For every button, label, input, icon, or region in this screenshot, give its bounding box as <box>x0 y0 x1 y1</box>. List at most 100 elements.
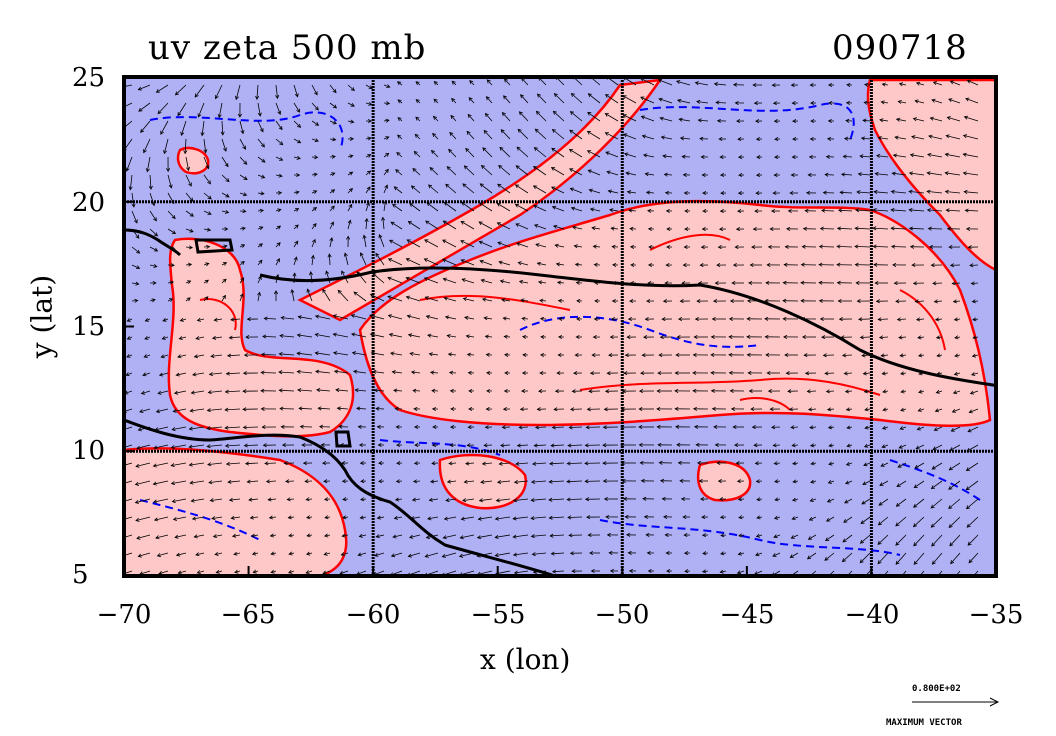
wind-vector-head <box>550 551 555 556</box>
wind-vector <box>383 185 388 194</box>
wind-vector-head <box>767 244 772 249</box>
wind-vector <box>232 534 241 537</box>
wind-vector-head <box>433 98 438 103</box>
wind-vector <box>203 192 212 200</box>
wind-vector-head <box>766 370 771 376</box>
wind-vector-head <box>716 118 721 123</box>
wind-vector <box>257 120 264 132</box>
wind-vector-head <box>314 314 320 319</box>
y-axis-label: y (lat) <box>25 274 59 359</box>
wind-vector <box>297 371 313 374</box>
wind-vector-head <box>880 463 885 467</box>
wind-vector-head <box>478 221 483 226</box>
wind-vector <box>393 534 403 538</box>
wind-vector <box>144 336 151 340</box>
wind-vector-head <box>196 570 201 574</box>
wind-vector-head <box>696 299 701 304</box>
wind-vector-head <box>864 407 869 412</box>
wind-vector <box>605 94 619 104</box>
wind-vector-head <box>844 499 849 504</box>
wind-vector-head <box>316 388 321 393</box>
wind-vector-head <box>448 370 454 375</box>
wind-vector <box>243 426 259 428</box>
wind-vector-head <box>554 243 559 248</box>
wind-vector <box>126 354 133 358</box>
wind-vector <box>365 170 371 176</box>
wind-vector-head <box>277 190 283 195</box>
wind-vector <box>135 498 151 504</box>
wind-vector-head <box>242 407 247 412</box>
wind-vector <box>298 316 313 320</box>
max-vector-label: MAXIMUM VECTOR <box>886 718 962 728</box>
wind-vector-head <box>737 551 742 556</box>
wind-vector <box>497 183 511 194</box>
wind-vector-head <box>207 195 212 200</box>
wind-vector-head <box>949 80 955 85</box>
wind-vector <box>211 516 223 519</box>
wind-vector <box>680 137 691 140</box>
wind-vector <box>280 408 295 410</box>
wind-vector-head <box>572 225 577 230</box>
wind-vector <box>645 173 655 176</box>
wind-vector <box>534 224 547 230</box>
wind-vector <box>351 314 367 320</box>
wind-vector <box>895 534 907 546</box>
wind-vector <box>264 318 277 320</box>
wind-vector-head <box>296 123 302 128</box>
wind-vector <box>311 138 319 142</box>
wind-vector <box>337 407 349 410</box>
wind-vector <box>446 498 457 501</box>
wind-vector-head <box>914 464 919 469</box>
wind-vector <box>487 79 493 86</box>
wind-vector <box>807 390 817 392</box>
wind-vector <box>229 336 241 339</box>
wind-vector-head <box>630 262 635 267</box>
wind-vector-head <box>352 369 358 374</box>
wind-vector-head <box>442 277 447 282</box>
wind-vector <box>185 263 192 266</box>
wind-vector-head <box>375 252 380 257</box>
wind-vector-head <box>466 130 471 135</box>
wind-vector-head <box>277 208 282 213</box>
wind-vector-head <box>459 535 464 540</box>
wind-vector-head <box>914 299 919 304</box>
wind-vector <box>124 444 133 448</box>
wind-vector-head <box>258 259 263 264</box>
wind-vector <box>917 336 925 339</box>
wind-vector-head <box>737 191 742 196</box>
wind-vector-head <box>348 187 353 193</box>
wind-vector-head <box>948 466 953 471</box>
wind-vector <box>664 174 673 176</box>
wind-vector-head <box>260 388 265 393</box>
wind-vector-head <box>821 208 826 213</box>
wind-vector <box>179 336 187 340</box>
wind-vector-head <box>624 353 629 358</box>
wind-vector <box>213 534 223 537</box>
wind-vector <box>433 98 439 104</box>
wind-vector-head <box>329 237 334 242</box>
wind-vector <box>963 172 979 176</box>
wind-vector-head <box>854 226 859 231</box>
wind-vector <box>135 480 151 485</box>
wind-vector-head <box>447 352 453 357</box>
wind-vector-head <box>183 150 188 155</box>
wind-vector-head <box>913 484 918 489</box>
wind-vector-head <box>701 227 706 232</box>
positive-vorticity-regions <box>124 78 996 576</box>
wind-vector <box>520 299 529 302</box>
wind-vector <box>774 462 781 464</box>
wind-vector-head <box>629 244 635 249</box>
wind-vector-head <box>265 479 270 484</box>
wind-vector <box>329 102 337 109</box>
island-outline-2 <box>334 430 352 448</box>
wind-vector <box>307 289 313 302</box>
wind-vector-head <box>569 551 574 556</box>
wind-vector-head <box>967 428 972 433</box>
wind-vector <box>383 153 389 158</box>
wind-vector-head <box>946 116 951 121</box>
wind-vector-head <box>890 244 896 249</box>
wind-vector <box>949 444 961 451</box>
wind-vector <box>431 150 439 158</box>
wind-vector-head <box>728 370 733 375</box>
wind-vector-head <box>711 316 716 322</box>
